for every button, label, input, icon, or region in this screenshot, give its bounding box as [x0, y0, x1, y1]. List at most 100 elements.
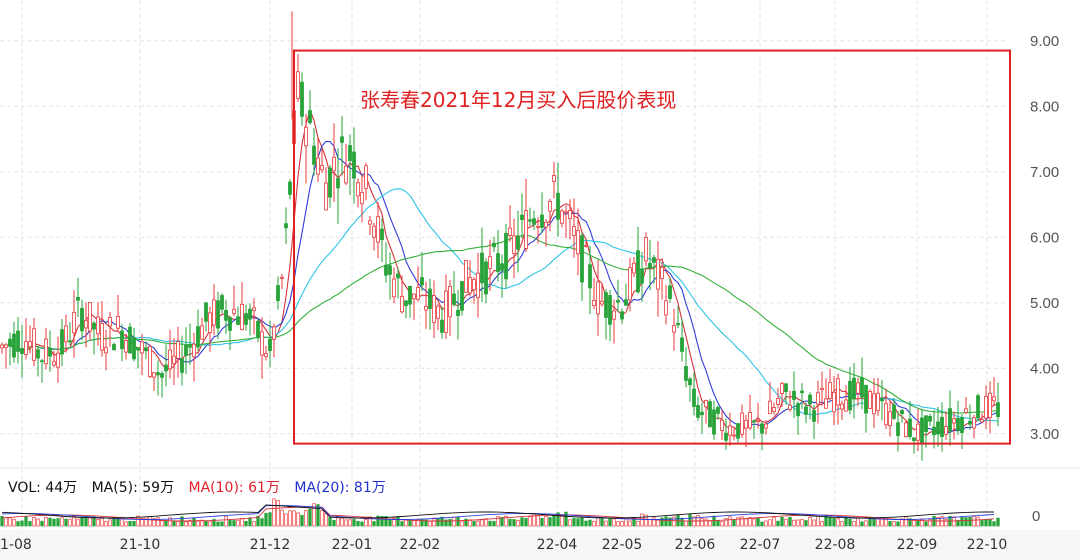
candle-body: [340, 136, 344, 143]
candle-body: [272, 326, 276, 340]
y-tick-label: 8.00: [1030, 98, 1059, 115]
candle-body: [672, 325, 676, 333]
candle-body: [852, 377, 856, 400]
volume-bar: [532, 512, 536, 527]
candle-body: [948, 408, 952, 432]
volume-bar: [660, 517, 664, 527]
volume-bar: [392, 517, 396, 527]
volume-bar: [388, 519, 392, 527]
candle-body: [728, 425, 732, 436]
volume-bar: [720, 521, 724, 527]
candle-body: [240, 303, 244, 331]
volume-bar: [576, 518, 580, 527]
volume-legend: VOL: 44万 MA(5): 59万 MA(10): 61万 MA(20): …: [8, 480, 386, 496]
volume-bar: [352, 519, 356, 527]
volume-bar: [760, 521, 764, 527]
candle-body: [140, 341, 144, 354]
candle-body: [204, 302, 208, 322]
volume-bar: [800, 519, 804, 527]
volume-bar: [564, 511, 568, 527]
volume-bar: [336, 516, 340, 527]
candle-body: [712, 409, 716, 435]
candle-body: [228, 317, 232, 331]
candle-body: [952, 418, 956, 424]
candle-body: [528, 219, 532, 222]
volume-bar: [220, 521, 224, 527]
candle-body: [740, 412, 744, 435]
volume-bar: [896, 521, 900, 527]
candle-body: [744, 419, 748, 429]
candle-body: [984, 395, 988, 419]
candle-body: [608, 295, 612, 325]
candle-body: [348, 145, 352, 162]
volume-bar: [828, 516, 832, 527]
candle-body: [104, 347, 108, 354]
candle-body: [764, 423, 768, 429]
candle-body: [252, 307, 256, 311]
volume-bar: [684, 520, 688, 527]
candle-body: [496, 253, 500, 272]
candle-body: [120, 330, 124, 350]
volume-bar: [476, 520, 480, 527]
candle-body: [392, 278, 396, 298]
volume-bar: [916, 520, 920, 527]
candle-body: [768, 400, 772, 415]
volume-bar: [752, 518, 756, 527]
volume-bar: [788, 516, 792, 527]
candle-body: [404, 300, 408, 307]
candle-body: [280, 276, 284, 279]
volume-bar: [840, 521, 844, 527]
volume-bar: [996, 517, 1000, 527]
volume-bar: [964, 517, 968, 527]
candle-body: [856, 382, 860, 394]
volume-bar: [620, 520, 624, 527]
volume-bar: [200, 519, 204, 527]
candle-body: [8, 338, 12, 347]
volume-bar: [0, 515, 4, 527]
volume-bar: [988, 519, 992, 527]
candle-body: [796, 403, 800, 417]
candle-body: [352, 151, 356, 179]
candle-body: [932, 426, 936, 436]
candle-body: [380, 228, 384, 241]
volume-bar: [140, 517, 144, 527]
volume-bar: [32, 517, 36, 527]
candle-body: [236, 316, 240, 325]
volume-legend-ma5: MA(5): 59万: [92, 480, 174, 496]
candle-body: [840, 403, 844, 410]
candle-body: [648, 262, 652, 269]
x-tick-label: 22-09: [897, 537, 938, 553]
volume-bar: [544, 516, 548, 527]
volume-bar: [952, 516, 956, 527]
volume-bar: [356, 520, 360, 527]
candle-body: [192, 343, 196, 358]
volume-bar: [324, 513, 328, 527]
candle-body: [180, 358, 184, 373]
candle-body: [184, 344, 188, 356]
candle-body: [920, 417, 924, 445]
candle-body: [584, 245, 588, 247]
volume-bar: [204, 520, 208, 527]
volume-bar: [944, 518, 948, 527]
candle-body: [128, 326, 132, 354]
volume-bar: [604, 520, 608, 527]
candle-body: [928, 416, 932, 422]
candle-body: [88, 302, 92, 332]
candle-body: [976, 395, 980, 419]
volume-bar: [4, 517, 8, 527]
candle-body: [200, 325, 204, 340]
volume-bar: [332, 520, 336, 527]
volume-bar: [308, 508, 312, 527]
candle-body: [692, 388, 696, 407]
volume-bar: [440, 516, 444, 527]
candle-body: [332, 156, 336, 172]
candle-body: [164, 364, 168, 372]
volume-bar: [424, 519, 428, 527]
volume-bar: [24, 516, 28, 527]
candle-body: [224, 309, 228, 321]
volume-bar: [444, 519, 448, 527]
volume-bar: [64, 518, 68, 527]
volume-bar: [300, 514, 304, 527]
volume-bar: [288, 510, 292, 527]
candle-body: [52, 361, 56, 366]
